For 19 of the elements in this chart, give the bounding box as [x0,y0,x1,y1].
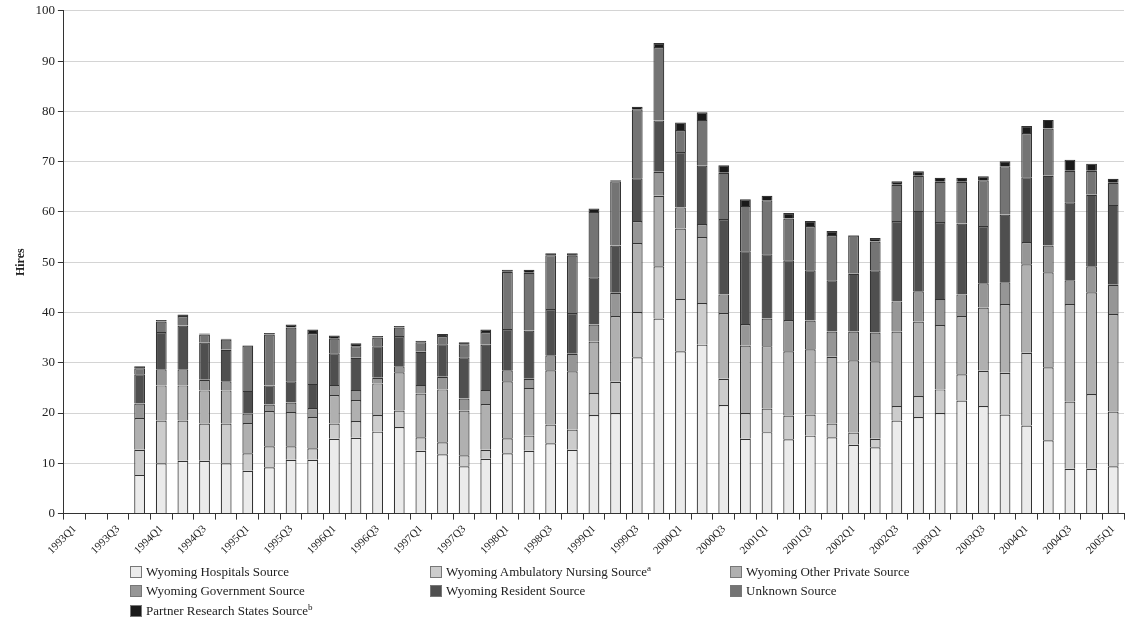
y-tick-label: 100 [35,2,55,18]
legend-label: Unknown Source [746,583,837,600]
legend-label: Wyoming Other Private Source [746,563,910,580]
y-tick-label: 90 [41,52,55,68]
legend-label: Wyoming Hospitals Source [146,563,289,580]
legend-label: Partner Research States Source$^{b}$ [146,602,313,620]
y-tick-label: 30 [41,354,55,370]
legend-label: Wyoming Resident Source [446,583,586,600]
y-tick-label: 60 [41,203,55,219]
y-axis-title: Hires [13,247,28,277]
y-tick-label: 70 [41,153,55,169]
y-tick-label: 10 [41,454,55,470]
y-tick-label: 0 [48,505,55,521]
y-tick-label: 50 [41,253,55,269]
legend-label: Wyoming Government Source [146,583,305,600]
y-tick-label: 20 [41,404,55,420]
legend-label: Wyoming Ambulatory Nursing Source$^{a}$ [446,563,652,581]
y-tick-label: 40 [41,303,55,319]
y-tick-label: 80 [41,102,55,118]
